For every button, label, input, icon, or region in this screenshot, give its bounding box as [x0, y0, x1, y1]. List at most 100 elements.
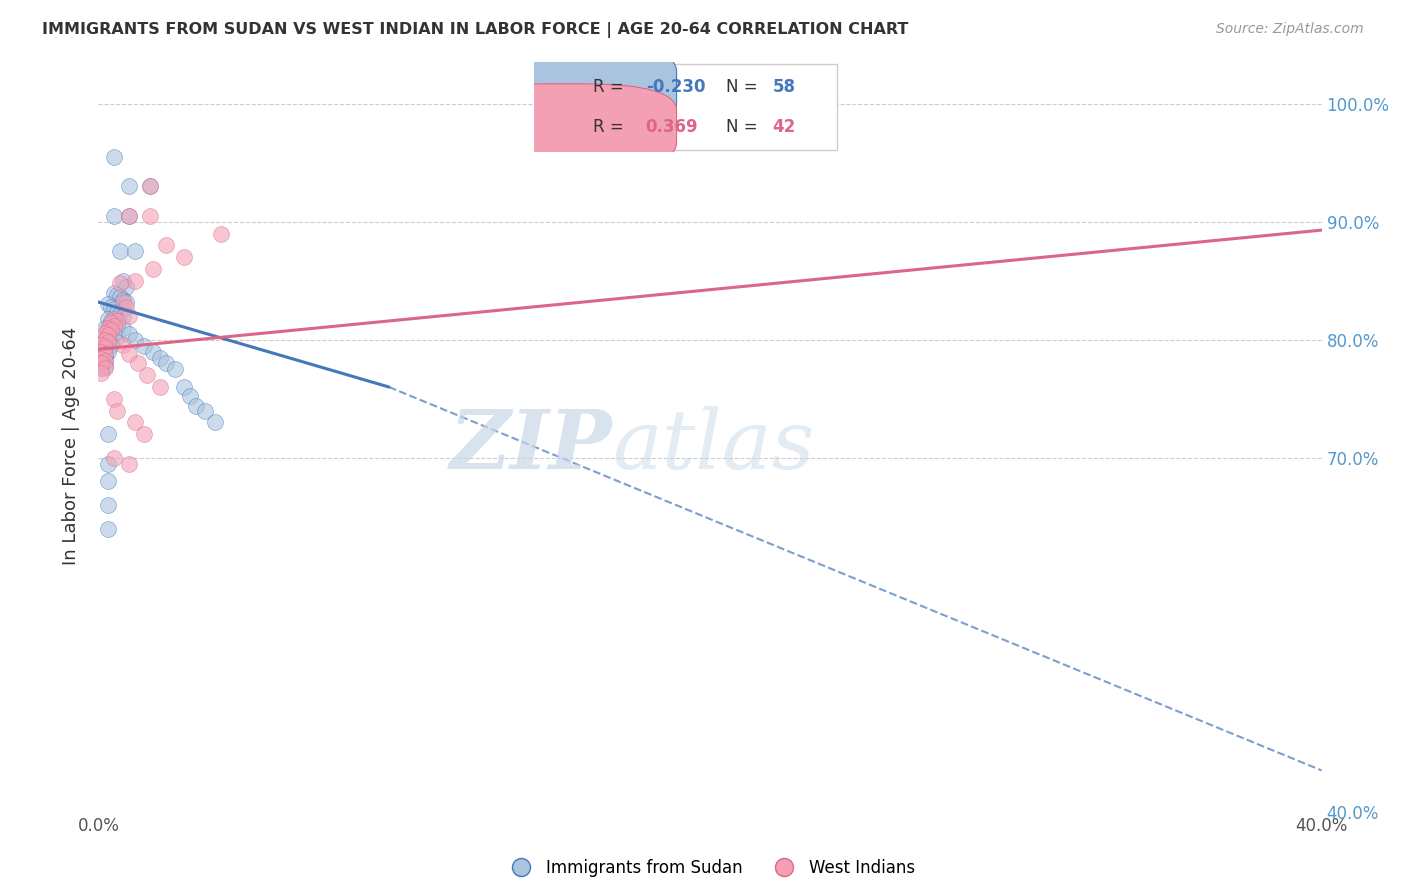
Point	[124, 333, 146, 347]
Point	[90, 351, 112, 366]
Point	[118, 179, 141, 194]
Point	[100, 314, 122, 328]
Point	[118, 209, 141, 223]
Text: atlas: atlas	[612, 406, 814, 486]
Point	[103, 318, 125, 333]
Point	[103, 328, 125, 343]
Point	[100, 337, 122, 351]
Point	[93, 361, 115, 376]
Point	[100, 323, 122, 337]
Point	[97, 457, 120, 471]
Text: -0.230: -0.230	[645, 78, 706, 96]
FancyBboxPatch shape	[451, 84, 676, 169]
Point	[163, 362, 186, 376]
Point	[139, 209, 162, 223]
Point	[105, 318, 128, 333]
Point	[105, 304, 128, 318]
Point	[103, 209, 125, 223]
Point	[118, 347, 141, 361]
Point	[97, 335, 120, 350]
Point	[124, 244, 146, 259]
Text: R =: R =	[593, 118, 634, 136]
Point	[103, 392, 125, 406]
Point	[111, 337, 134, 351]
Point	[186, 399, 208, 413]
Point	[97, 311, 120, 326]
Point	[142, 344, 165, 359]
Point	[103, 302, 125, 317]
Point	[90, 351, 112, 366]
Point	[155, 238, 177, 252]
Text: 58: 58	[772, 78, 796, 96]
Point	[90, 347, 112, 361]
Point	[97, 344, 120, 359]
Point	[97, 522, 120, 536]
Point	[134, 339, 156, 353]
Point	[93, 333, 115, 347]
Text: R =: R =	[593, 78, 628, 96]
Point	[127, 356, 149, 370]
Point	[97, 321, 120, 335]
Text: N =: N =	[725, 118, 763, 136]
Point	[93, 354, 115, 368]
Point	[118, 457, 141, 471]
Point	[97, 427, 120, 442]
Point	[105, 314, 128, 328]
Text: 0.369: 0.369	[645, 118, 699, 136]
Point	[103, 285, 125, 300]
Point	[108, 244, 131, 259]
Point	[111, 321, 134, 335]
Point	[118, 326, 141, 341]
Point	[179, 389, 201, 403]
Point	[93, 347, 115, 361]
Point	[139, 179, 162, 194]
Point	[103, 450, 125, 465]
Point	[124, 274, 146, 288]
Point	[93, 326, 115, 340]
Point	[97, 297, 120, 311]
Point	[136, 368, 159, 383]
Text: N =: N =	[725, 78, 763, 96]
Point	[93, 340, 115, 354]
Point	[90, 356, 112, 370]
Point	[100, 326, 122, 340]
Point	[115, 300, 138, 314]
Point	[108, 307, 131, 321]
Text: 42: 42	[772, 118, 796, 136]
Point	[173, 250, 195, 264]
Point	[100, 316, 122, 330]
Point	[108, 290, 131, 304]
Point	[97, 323, 120, 337]
Point	[103, 316, 125, 330]
Point	[97, 328, 120, 343]
Point	[118, 209, 141, 223]
Text: IMMIGRANTS FROM SUDAN VS WEST INDIAN IN LABOR FORCE | AGE 20-64 CORRELATION CHAR: IMMIGRANTS FROM SUDAN VS WEST INDIAN IN …	[42, 22, 908, 38]
Point	[142, 262, 165, 277]
Point	[97, 335, 120, 350]
FancyBboxPatch shape	[537, 64, 838, 150]
Point	[124, 416, 146, 430]
FancyBboxPatch shape	[451, 45, 676, 130]
Point	[93, 359, 115, 373]
Point	[90, 337, 112, 351]
Point	[149, 380, 172, 394]
Point	[139, 179, 162, 194]
Point	[90, 361, 112, 376]
Point	[100, 300, 122, 314]
Point	[134, 427, 156, 442]
Text: Source: ZipAtlas.com: Source: ZipAtlas.com	[1216, 22, 1364, 37]
Point	[93, 343, 115, 357]
Point	[209, 227, 232, 241]
Point	[90, 356, 112, 370]
Point	[93, 349, 115, 363]
Point	[111, 274, 134, 288]
Legend: Immigrants from Sudan, West Indians: Immigrants from Sudan, West Indians	[505, 858, 915, 877]
Point	[105, 330, 128, 344]
Text: ZIP: ZIP	[450, 406, 612, 486]
Point	[111, 295, 134, 310]
Point	[103, 150, 125, 164]
Point	[194, 403, 217, 417]
Point	[155, 356, 177, 370]
Point	[118, 310, 141, 324]
Y-axis label: In Labor Force | Age 20-64: In Labor Force | Age 20-64	[62, 326, 80, 566]
